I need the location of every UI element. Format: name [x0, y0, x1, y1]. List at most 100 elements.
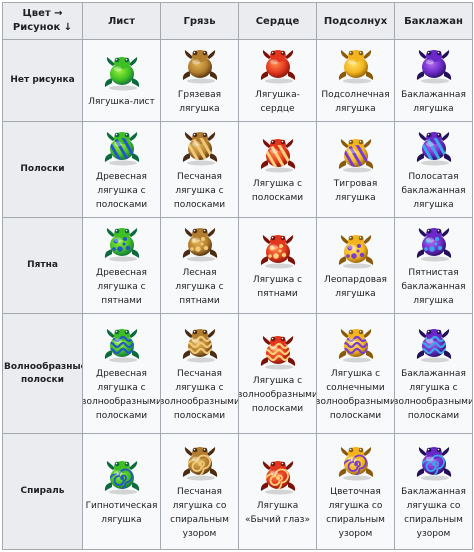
frog-mud-spots-icon[interactable] — [178, 223, 222, 266]
frog-heart-waves-icon[interactable] — [256, 331, 300, 374]
frog-sunflower-stripes-icon[interactable] — [334, 134, 378, 177]
frog-name: Баклажанная лягушка — [401, 90, 466, 114]
frog-cell: Полосатая баклажанная лягушка — [394, 121, 473, 218]
corner-header-pattern: Рисунок ↓ — [12, 22, 73, 33]
frog-entry: Лягушка с солнечными волнообразными поло… — [318, 324, 394, 423]
frog-leaf-waves-icon[interactable] — [100, 324, 144, 367]
frog-name: Баклажанная лягушка со спиральным узором — [401, 487, 466, 539]
frog-cell: Древесная лягушка с полосками — [82, 121, 161, 218]
frog-name: Песчаная лягушка с волнообразными полоск… — [160, 369, 239, 421]
frog-cell: Лягушка с полосками — [238, 121, 317, 218]
row-header-none: Нет рисунка — [2, 39, 83, 122]
frog-cell: Леопардовая лягушка — [316, 217, 395, 314]
frog-entry: Песчаная лягушка с полосками — [162, 127, 237, 212]
frog-cell: Лягушка-лист — [82, 39, 161, 122]
frog-name: Баклажанная лягушка с волнообразными пол… — [394, 369, 473, 421]
frog-entry: Лягушка с пятнами — [240, 230, 315, 301]
frog-leaf-stripes-icon[interactable] — [100, 127, 144, 170]
frog-leaf-spiral-icon[interactable] — [100, 456, 144, 499]
frog-sunflower-plain-icon[interactable] — [334, 45, 378, 88]
frog-name: Лягушка с волнообразными полосками — [238, 376, 317, 414]
frog-name: Лягушка с пятнами — [252, 275, 303, 299]
frog-sunflower-waves-icon[interactable] — [334, 324, 378, 367]
frog-name: Лягушка «Бычий глаз» — [245, 501, 310, 525]
frog-name: Лягушка-лист — [88, 97, 155, 107]
frog-entry: Цветочная лягушка со спиральным узором — [318, 442, 393, 541]
frog-cell: Баклажанная лягушка со спиральным узором — [394, 433, 473, 550]
frog-mud-waves-icon[interactable] — [178, 324, 222, 367]
frog-entry: Лягушка с полосками — [240, 134, 315, 205]
frog-cell: Цветочная лягушка со спиральным узором — [316, 433, 395, 550]
frog-entry: Баклажанная лягушка со спиральным узором — [396, 442, 471, 541]
frog-entry: Древесная лягушка с полосками — [84, 127, 159, 212]
frog-entry: Баклажанная лягушка с волнообразными пол… — [394, 324, 473, 423]
frog-name: Лягушка-сердце — [255, 90, 300, 114]
frog-cell: Песчаная лягушка с полосками — [160, 121, 239, 218]
frog-eggplant-spiral-icon[interactable] — [412, 442, 456, 485]
frog-cell: Лягушка с волнообразными полосками — [238, 313, 317, 434]
frog-name: Грязевая лягушка — [177, 90, 222, 114]
frog-cell: Подсолнечная лягушка — [316, 39, 395, 122]
frog-entry: Тигровая лягушка — [318, 134, 393, 205]
frog-name: Леопардовая лягушка — [324, 275, 387, 299]
frog-sunflower-spiral-icon[interactable] — [334, 442, 378, 485]
frog-entry: Древесная лягушка с пятнами — [84, 223, 159, 308]
frog-entry: Песчаная лягушка с волнообразными полоск… — [160, 324, 239, 423]
frog-heart-spots-icon[interactable] — [256, 230, 300, 273]
table-row: Спираль Гипнотическая лягушка Песчаная ляг… — [2, 433, 473, 550]
frog-heart-spiral-icon[interactable] — [256, 456, 300, 499]
frog-cell: Грязевая лягушка — [160, 39, 239, 122]
frog-name: Подсолнечная лягушка — [321, 90, 390, 114]
frog-name: Песчаная лягушка со спиральным узором — [170, 487, 229, 539]
frog-name: Пятнистая баклажанная лягушка — [401, 268, 466, 306]
frog-name: Гипнотическая лягушка — [85, 501, 158, 525]
column-header-heart: Сердце — [238, 2, 317, 40]
frog-cell: Баклажанная лягушка — [394, 39, 473, 122]
frog-leaf-spots-icon[interactable] — [100, 223, 144, 266]
frog-sunflower-spots-icon[interactable] — [334, 230, 378, 273]
frog-name: Древесная лягушка с полосками — [95, 172, 148, 210]
column-header-leaf: Лист — [82, 2, 161, 40]
frog-mud-plain-icon[interactable] — [178, 45, 222, 88]
frog-eggplant-waves-icon[interactable] — [412, 324, 456, 367]
frog-eggplant-spots-icon[interactable] — [412, 223, 456, 266]
frog-entry: Лягушка-лист — [84, 52, 159, 109]
frog-name: Тигровая лягушка — [333, 179, 378, 203]
frog-name: Лесная лягушка с пятнами — [175, 268, 224, 306]
frog-cell: Лягушка-сердце — [238, 39, 317, 122]
frog-entry: Лягушка-сердце — [240, 45, 315, 116]
frog-mud-stripes-icon[interactable] — [178, 127, 222, 170]
frog-cell: Песчаная лягушка с волнообразными полоск… — [160, 313, 239, 434]
frog-heart-plain-icon[interactable] — [256, 45, 300, 88]
frog-name: Цветочная лягушка со спиральным узором — [326, 487, 385, 539]
frog-entry: Древесная лягушка с волнообразными полос… — [84, 324, 160, 423]
frog-entry: Пятнистая баклажанная лягушка — [396, 223, 471, 308]
frog-cell: Пятнистая баклажанная лягушка — [394, 217, 473, 314]
frog-entry: Леопардовая лягушка — [318, 230, 393, 301]
frog-leaf-plain-icon[interactable] — [100, 52, 144, 95]
frog-cell: Тигровая лягушка — [316, 121, 395, 218]
frog-entry: Лесная лягушка с пятнами — [162, 223, 237, 308]
frog-entry: Полосатая баклажанная лягушка — [396, 127, 471, 212]
corner-header: Цвет → Рисунок ↓ — [2, 2, 83, 40]
frog-cell: Лягушка с солнечными волнообразными поло… — [316, 313, 395, 434]
frog-cell: Песчаная лягушка со спиральным узором — [160, 433, 239, 550]
frog-entry: Подсолнечная лягушка — [318, 45, 393, 116]
column-header-mud: Грязь — [160, 2, 239, 40]
frog-name: Лягушка с полосками — [251, 179, 304, 203]
header-row: Цвет → Рисунок ↓ Лист Грязь Сердце Подсо… — [2, 2, 473, 40]
frog-cell: Лягушка с пятнами — [238, 217, 317, 314]
frog-heart-stripes-icon[interactable] — [256, 134, 300, 177]
column-header-sunflower: Подсолнух — [316, 2, 395, 40]
frog-cell: Гипнотическая лягушка — [82, 433, 161, 550]
frog-mud-spiral-icon[interactable] — [178, 442, 222, 485]
frog-eggplant-stripes-icon[interactable] — [412, 127, 456, 170]
frog-cell: Лесная лягушка с пятнами — [160, 217, 239, 314]
table-row: Нет рисунка Лягушка-лист Грязевая лягушка Л… — [2, 39, 473, 122]
table-row: Волнообразные полоски Древесная лягушка с… — [2, 313, 473, 434]
frog-entry: Песчаная лягушка со спиральным узором — [162, 442, 237, 541]
row-header-stripes: Полоски — [2, 121, 83, 218]
frog-eggplant-plain-icon[interactable] — [412, 45, 456, 88]
frog-name: Древесная лягушка с пятнами — [96, 268, 147, 306]
